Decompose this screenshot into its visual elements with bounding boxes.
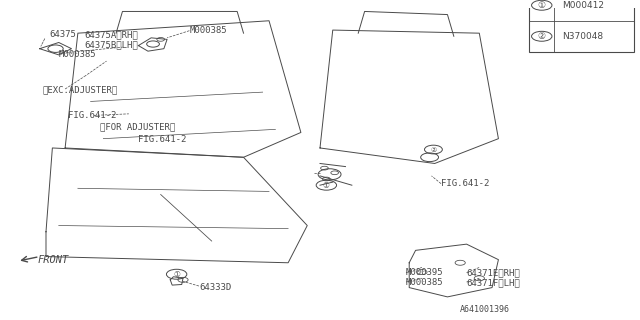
Text: M000385: M000385 [59, 50, 97, 60]
Text: ①: ① [173, 270, 180, 279]
Text: FIG.641-2: FIG.641-2 [68, 111, 116, 120]
Text: M000395: M000395 [406, 268, 444, 277]
Text: 〈EXC.ADJUSTER〉: 〈EXC.ADJUSTER〉 [43, 85, 118, 94]
Text: 64371E〈RH〉: 64371E〈RH〉 [467, 268, 520, 277]
Text: ②: ② [538, 32, 546, 41]
Text: ②: ② [430, 147, 436, 153]
Text: 64371F〈LH〉: 64371F〈LH〉 [467, 278, 520, 287]
Text: M000412: M000412 [562, 1, 604, 10]
Text: FRONT: FRONT [38, 255, 69, 265]
Text: 〈FOR ADJUSTER〉: 〈FOR ADJUSTER〉 [100, 122, 175, 132]
Text: N370048: N370048 [562, 32, 604, 41]
Text: 64375B〈LH〉: 64375B〈LH〉 [84, 40, 138, 50]
Text: 64375: 64375 [49, 30, 76, 39]
Text: FIG.641-2: FIG.641-2 [138, 135, 187, 144]
Text: ①: ① [323, 181, 330, 190]
Text: 64375A〈RH〉: 64375A〈RH〉 [84, 30, 138, 39]
Text: 64333D: 64333D [199, 283, 231, 292]
Text: M000385: M000385 [189, 26, 227, 35]
Text: M000385: M000385 [406, 278, 444, 287]
FancyBboxPatch shape [529, 0, 634, 52]
Text: A641001396: A641001396 [460, 305, 510, 314]
Text: FIG.641-2: FIG.641-2 [441, 179, 490, 188]
Text: ①: ① [538, 1, 546, 10]
